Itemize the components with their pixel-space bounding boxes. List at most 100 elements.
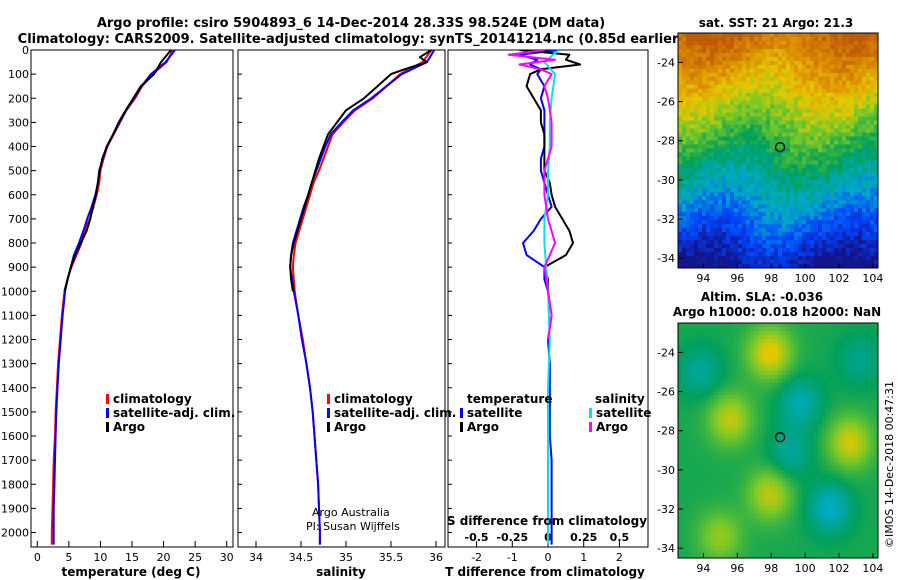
sst-cell	[722, 33, 727, 38]
sst-cell	[818, 152, 823, 158]
sla-cell	[678, 422, 683, 428]
sst-cell	[850, 72, 855, 78]
sst-cell	[678, 168, 683, 173]
sst-cell	[790, 124, 795, 130]
sst-cell	[874, 200, 878, 205]
sla-cell	[686, 430, 691, 436]
sst-cell	[718, 172, 723, 177]
sst-cell	[682, 132, 687, 138]
sst-cell	[850, 156, 855, 162]
sst-cell	[826, 212, 831, 217]
sst-cell	[710, 128, 715, 134]
sla-cell	[738, 470, 743, 475]
sla-cell	[702, 394, 707, 400]
sla-cell	[830, 438, 835, 444]
sla-cell	[730, 334, 735, 340]
sla-cell	[746, 410, 751, 416]
sst-cell	[822, 184, 827, 189]
sla-cell	[686, 323, 691, 328]
sla-cell	[794, 378, 799, 384]
sla-cell	[822, 398, 827, 404]
sla-cell	[750, 394, 755, 400]
sst-cell	[702, 200, 707, 205]
temperature-series-argo	[63, 50, 172, 292]
sla-cell	[742, 354, 747, 360]
sla-cell	[810, 342, 815, 348]
sst-cell	[874, 104, 878, 110]
sst-cell	[734, 44, 739, 50]
sla-cell	[782, 398, 787, 404]
sst-cell	[798, 156, 803, 162]
sla-cell	[718, 358, 723, 364]
sst-cell	[802, 104, 807, 110]
sla-cell	[782, 458, 787, 463]
sla-cell	[678, 374, 683, 380]
sst-cell	[746, 208, 751, 213]
sst-cell	[734, 124, 739, 130]
sst-cell	[810, 80, 815, 86]
sst-cell	[874, 52, 878, 58]
sst-cell	[686, 192, 691, 197]
sla-cell	[730, 454, 735, 460]
sla-cell	[858, 338, 863, 344]
sla-cell	[870, 434, 875, 440]
sla-cell	[874, 323, 878, 328]
sst-cell	[770, 232, 775, 237]
sla-cell	[866, 434, 871, 440]
sst-cell	[702, 196, 707, 201]
sla-cell	[698, 342, 703, 348]
sla-cell	[802, 462, 807, 467]
sla-cell	[698, 462, 703, 467]
sst-cell	[802, 192, 807, 197]
sst-cell	[834, 256, 839, 261]
sst-cell	[866, 152, 871, 158]
sla-cell	[734, 334, 739, 340]
sst-cell	[718, 224, 723, 229]
sla-cell	[834, 394, 839, 400]
sst-cell	[862, 100, 867, 106]
sst-cell	[826, 112, 831, 118]
sst-cell	[794, 156, 799, 162]
sst-cell	[786, 228, 791, 233]
sla-cell	[726, 386, 731, 392]
sst-cell	[738, 56, 743, 62]
sst-cell	[726, 124, 731, 130]
sla-cell	[822, 442, 827, 448]
sla-cell	[742, 462, 747, 467]
sla-cell	[694, 414, 699, 420]
sst-cell	[706, 92, 711, 98]
sla-cell	[758, 358, 763, 364]
sst-cell	[738, 156, 743, 162]
sla-cell	[774, 398, 779, 404]
sst-cell	[842, 248, 847, 253]
sst-cell	[738, 188, 743, 193]
sst-cell	[826, 240, 831, 245]
sla-cell	[726, 366, 731, 372]
sst-cell	[770, 212, 775, 217]
sst-cell	[866, 196, 871, 201]
sla-cell	[874, 366, 878, 372]
sla-cell	[722, 354, 727, 360]
sst-cell	[846, 204, 851, 209]
sla-cell	[734, 462, 739, 467]
sst-cell	[762, 52, 767, 58]
sst-cell	[830, 36, 835, 42]
sst-cell	[786, 52, 791, 58]
sst-cell	[782, 140, 787, 146]
sla-cell	[758, 370, 763, 376]
sla-cell	[806, 366, 811, 372]
sst-cell	[678, 180, 683, 185]
sst-cell	[842, 216, 847, 221]
salinity-x-tick-label: 34.5	[289, 551, 314, 564]
sst-cell	[778, 128, 783, 134]
sst-cell	[870, 264, 875, 268]
sst-cell	[746, 180, 751, 185]
sla-cell	[698, 354, 703, 360]
sst-cell	[730, 260, 735, 265]
sst-cell	[726, 76, 731, 82]
sst-cell	[710, 60, 715, 66]
sla-cell	[710, 346, 715, 352]
sst-cell	[742, 200, 747, 205]
sla-cell	[794, 386, 799, 392]
sla-cell	[830, 382, 835, 388]
